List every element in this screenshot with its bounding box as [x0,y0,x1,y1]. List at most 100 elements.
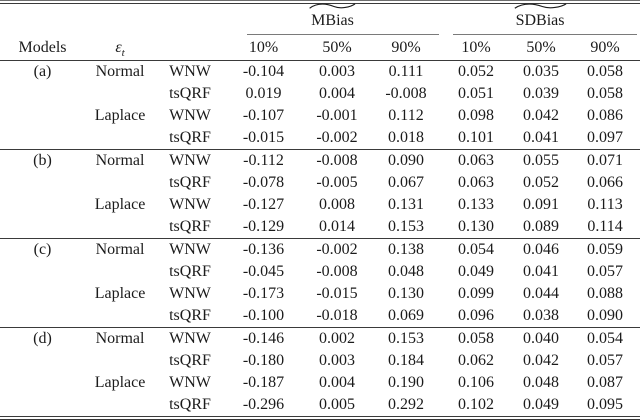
value-cell: 0.090 [372,149,441,172]
value-cell: -0.008 [302,149,372,172]
group-header-row: MBias SDBias [0,3,640,33]
value-cell: 0.052 [458,63,495,80]
epsilon-symbol: ε [115,39,122,56]
method-column-header [155,35,225,61]
value-cell: 0.004 [319,85,355,102]
value-cell: 0.049 [458,263,495,280]
distribution-label: Normal [95,63,145,80]
model-label: (d) [0,327,85,350]
value-cell: 0.048 [523,374,560,391]
table-row: tsQRF -0.100 -0.018 0.069 0.096 0.038 0.090 [0,305,640,328]
model-label: (a) [33,63,52,80]
value-cell: 0.112 [388,107,424,124]
method-label: WNW [169,285,211,302]
value-cell: 0.048 [388,263,424,280]
value-cell: 0.041 [523,263,560,280]
mbias-group-header: MBias [225,3,440,33]
value-cell: -0.129 [242,218,285,235]
model-label [0,394,85,416]
table-header: MBias SDBias Models [0,3,640,61]
value-cell: -0.104 [242,63,285,80]
value-cell: 0.102 [458,396,495,413]
table-row: tsQRF -0.296 0.005 0.292 0.102 0.049 0.095 [0,394,640,416]
value-cell: -0.146 [225,327,302,350]
value-cell: 0.097 [587,129,624,146]
value-cell: 0.130 [388,285,424,302]
sdbias-10-header: 10% [440,35,513,61]
epsilon-subscript: t [121,47,125,60]
value-cell: -0.107 [242,107,285,124]
value-cell: 0.051 [458,85,495,102]
value-cell: 0.040 [512,327,571,350]
value-cell: -0.008 [385,85,427,102]
value-cell: 0.106 [458,374,495,391]
mbias-group-label: MBias [309,3,356,33]
value-cell: 0.058 [587,85,624,102]
distribution-label [85,216,155,239]
method-label: tsQRF [169,307,211,324]
model-label [0,172,85,194]
value-cell: 0.059 [570,238,640,261]
table-bottom-double-rule [0,416,640,420]
value-cell: 0.098 [458,107,495,124]
method-label: WNW [169,63,211,80]
value-cell: 0.038 [523,307,560,324]
value-cell: 0.153 [372,327,441,350]
table-row: (d) Normal WNW -0.146 0.002 0.153 0.058 0.040 0.… [0,327,640,350]
value-cell: 0.071 [570,149,640,172]
value-cell: 0.058 [440,327,513,350]
sdbias-group-header: SDBias [440,3,640,33]
mbias-cmidrule [247,33,440,35]
value-cell: -0.015 [316,285,358,302]
value-cell: 0.042 [523,352,560,369]
table-top-double-rule [0,0,640,4]
value-cell: 0.044 [523,285,560,302]
distribution-label: Laplace [94,107,146,124]
value-cell: 0.003 [319,352,355,369]
model-label [0,83,85,105]
value-cell: 0.004 [319,374,355,391]
model-label [0,350,85,372]
value-cell: -0.001 [316,107,358,124]
value-cell: -0.005 [316,174,358,191]
value-cell: -0.045 [242,263,285,280]
value-cell: 0.101 [458,129,495,146]
value-cell: 0.130 [458,218,495,235]
table-row: tsQRF -0.078 -0.005 0.067 0.063 0.052 0.066 [0,172,640,194]
table-row: tsQRF -0.015 -0.002 0.018 0.101 0.041 0.097 [0,127,640,150]
value-cell: 0.055 [512,149,571,172]
method-label: tsQRF [169,263,211,280]
value-cell: -0.112 [225,149,302,172]
value-cell: 0.087 [587,374,624,391]
mbias-10-header: 10% [225,35,302,61]
mbias-50-header: 50% [302,35,372,61]
value-cell: 0.190 [388,374,424,391]
distribution-label: Normal [85,238,155,261]
method-label: tsQRF [169,352,211,369]
value-cell: 0.063 [440,149,513,172]
value-cell: -0.008 [316,263,358,280]
distribution-label: Normal [85,149,155,172]
model-label [0,216,85,239]
value-cell: 0.099 [458,285,495,302]
value-cell: -0.180 [242,352,285,369]
mbias-cmidrule-cell [225,33,440,35]
value-cell: 0.005 [319,396,355,413]
value-cell: -0.100 [242,307,285,324]
value-cell: 0.067 [388,174,424,191]
distribution-label [85,350,155,372]
epsilon-column-header: εt [85,35,155,61]
value-cell: 0.113 [587,196,623,213]
widetilde-icon [514,3,566,9]
value-cell: -0.136 [225,238,302,261]
table-row: Laplace WNW -0.127 0.008 0.131 0.133 0.091 0.11… [0,194,640,216]
group-header-spacer [0,4,225,33]
model-label [0,283,85,305]
method-label: WNW [169,107,211,124]
table-row: (b) Normal WNW -0.112 -0.008 0.090 0.063 0.055 0… [0,149,640,172]
sdbias-50-header: 50% [512,35,571,61]
model-label [0,127,85,150]
model-label [0,372,85,394]
value-cell: -0.187 [242,374,285,391]
value-cell: 0.008 [319,196,355,213]
